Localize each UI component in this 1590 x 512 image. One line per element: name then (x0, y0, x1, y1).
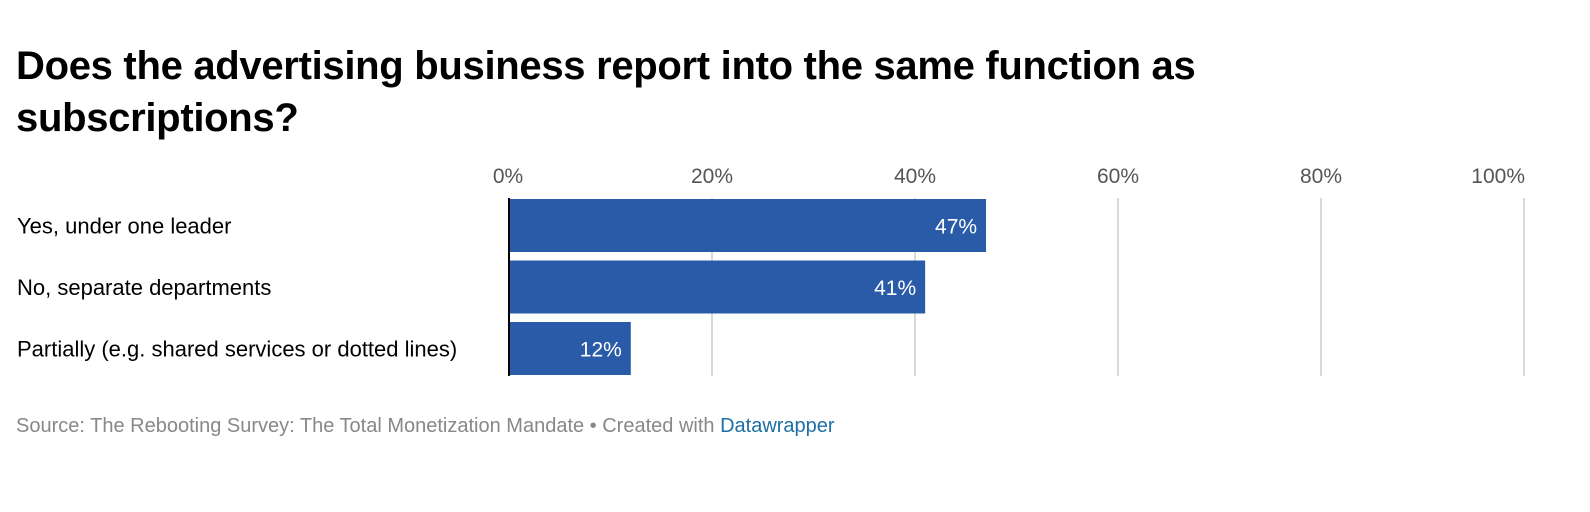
x-tick-label: 80% (1300, 165, 1342, 188)
x-axis-ticks: 0% 20% 40% 60% 80% 100% (493, 165, 1525, 188)
category-label: No, separate departments (17, 275, 271, 300)
x-tick-label: 20% (691, 165, 733, 188)
x-tick-label: 60% (1097, 165, 1139, 188)
bar-value-label: 47% (935, 216, 977, 239)
source-text: Source: The Rebooting Survey: The Total … (16, 415, 721, 437)
bars: 47% 41% 12% (509, 199, 987, 375)
x-tick-label: 40% (894, 165, 936, 188)
bar-chart-svg: 0% 20% 40% 60% 80% 100% 47% 41% 12% Yes, under … (17, 165, 1525, 376)
chart-title: Does the advertising business report int… (16, 44, 1196, 140)
bar (509, 260, 926, 314)
category-label: Yes, under one leader (17, 214, 231, 239)
bar-value-label: 41% (874, 277, 916, 300)
bar (509, 322, 631, 375)
x-tick-label: 100% (1471, 165, 1525, 188)
bar-value-label: 12% (580, 339, 622, 362)
bar (509, 199, 987, 252)
category-label: Partially (e.g. shared services or dotte… (17, 337, 457, 362)
datawrapper-link[interactable]: Datawrapper (720, 415, 835, 437)
chart-footer: Source: The Rebooting Survey: The Total … (16, 413, 835, 439)
x-tick-label: 0% (493, 165, 523, 188)
bar-chart: 0% 20% 40% 60% 80% 100% 47% 41% 12% Yes, under … (0, 150, 1590, 390)
category-labels: Yes, under one leader No, separate depart… (17, 214, 457, 362)
